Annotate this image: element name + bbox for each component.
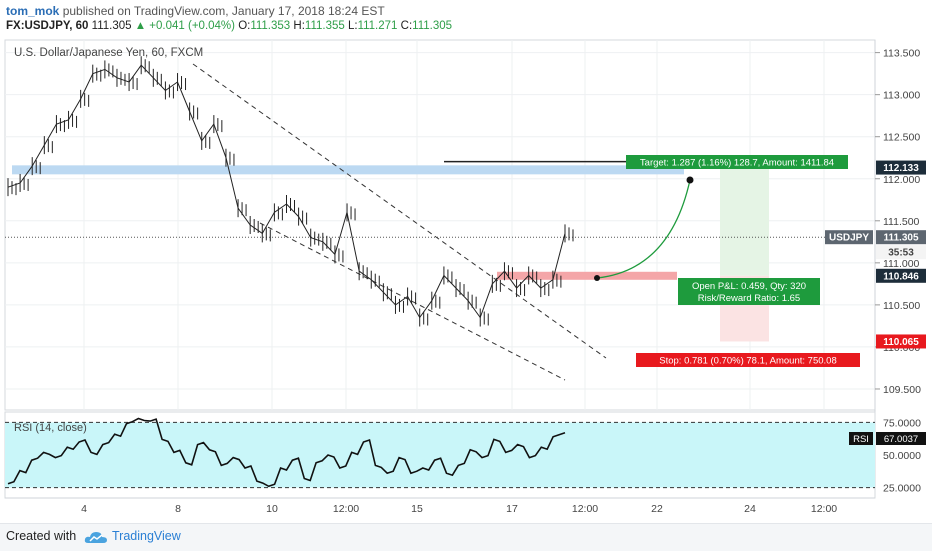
last-price-text: 111.305	[91, 20, 132, 32]
x-tick-label: 12:00	[333, 503, 359, 515]
entry-price-badge-bg	[876, 268, 926, 283]
publish-header: tom_mok published on TradingView.com, Ja…	[6, 4, 385, 18]
price-series	[7, 56, 574, 327]
high-label: H:	[293, 20, 305, 32]
x-tick-label: 12:00	[572, 503, 598, 515]
y-tick-label: 113.000	[883, 90, 920, 102]
rsi-badge-value: 67.0037	[884, 434, 918, 445]
x-tick-label: 17	[506, 503, 518, 515]
target-price-badge: 112.133	[883, 163, 919, 174]
open-pnl-label: Open P&L: 0.459, Qty: 320	[692, 281, 806, 292]
projection-arrow	[596, 179, 691, 279]
countdown-badge: 35:53	[888, 248, 914, 259]
target-label: Target: 1.287 (1.16%) 128.7, Amount: 141…	[640, 158, 834, 169]
last-price-symbol-badge: USDJPY	[829, 233, 869, 244]
stop-label: Stop: 0.781 (0.70%) 78.1, Amount: 750.08	[659, 356, 836, 367]
risk-reward-label: Risk/Reward Ratio: 1.65	[698, 293, 800, 304]
stop-price-badge-bg	[876, 334, 926, 349]
close-label: C:	[400, 20, 413, 32]
close-value: 111.305	[412, 20, 453, 32]
projection-start-point	[594, 275, 600, 281]
x-tick-label: 4	[81, 503, 87, 515]
countdown-badge-bg	[876, 245, 926, 260]
x-tick-label: 10	[266, 503, 278, 515]
high-value: 111.355	[304, 20, 345, 32]
rsi-badge-value-bg	[876, 432, 926, 445]
time-axis: 4 8 10 12:00 15 17 12:00 22 24 12:00	[81, 503, 837, 515]
projection-end-point	[686, 176, 694, 184]
price-badges: USDJPY 111.305 35:53 112.133 110.846 110.065	[825, 160, 926, 349]
price-chart[interactable]: U.S. Dollar/Japanese Yen, 60, FXCM Targe…	[0, 0, 932, 523]
created-with-text: Created with	[6, 529, 77, 543]
last-price-symbol-badge-bg	[825, 230, 873, 245]
y-tick-label: 111.000	[883, 258, 920, 270]
tradingview-cloud-icon	[84, 532, 107, 543]
symbol-label: FX:USDJPY, 60	[6, 20, 89, 32]
author-name[interactable]: tom_mok	[6, 4, 60, 18]
rsi-tick-label: 50.0000	[883, 450, 921, 462]
rsi-badge-label-bg	[849, 432, 873, 445]
stop-price-badge: 110.065	[883, 337, 919, 348]
target-price-badge-bg	[876, 160, 926, 175]
target-label-bg	[626, 155, 848, 169]
x-tick-label: 22	[651, 503, 663, 515]
y-tick-label: 111.500	[883, 216, 920, 228]
stop-label-bg	[636, 353, 860, 367]
resistance-zone	[12, 165, 684, 175]
entry-bar	[497, 271, 677, 280]
x-tick-label: 8	[175, 503, 181, 515]
rsi-axis: 25.0000 50.0000 75.0000	[883, 417, 921, 494]
last-price-badge-bg	[876, 230, 926, 245]
profit-area	[720, 167, 769, 276]
entry-price-badge: 110.846	[883, 271, 919, 282]
last-price-badge: 111.305	[883, 233, 918, 244]
y-tick-label: 109.500	[883, 384, 921, 396]
rsi-title: RSI (14, close)	[14, 422, 87, 434]
low-value: 111.271	[357, 20, 398, 32]
low-label: L:	[347, 20, 358, 32]
published-text: published on TradingView.com, January 17…	[62, 4, 385, 18]
y-tick-label: 112.000	[883, 174, 920, 186]
rsi-tick-label: 25.0000	[883, 483, 921, 495]
rsi-tick-label: 75.0000	[883, 417, 921, 429]
y-tick-label: 112.500	[883, 132, 920, 144]
x-tick-label: 24	[744, 503, 756, 515]
chart-title: U.S. Dollar/Japanese Yen, 60, FXCM	[14, 47, 203, 59]
rsi-band	[5, 422, 875, 488]
x-tick-label: 12:00	[811, 503, 837, 515]
rsi-line	[7, 417, 566, 488]
ohlc-header: FX:USDJPY, 60 111.305 ▲ +0.041 (+0.04%) …	[6, 20, 452, 32]
open-value: 111.353	[250, 20, 291, 32]
x-tick-label: 15	[411, 503, 423, 515]
y-tick-label: 113.500	[883, 48, 920, 60]
channel-upper-line	[192, 63, 607, 359]
open-label-bg	[678, 278, 820, 305]
change-text: ▲ +0.041 (+0.04%)	[134, 20, 235, 32]
footer-bar: Created with TradingView	[0, 523, 932, 551]
rsi-badge-label: RSI	[853, 434, 869, 445]
y-tick-label: 110.500	[883, 300, 920, 312]
open-label: O:	[238, 20, 251, 32]
tradingview-brand[interactable]: TradingView	[112, 529, 181, 543]
channel-lower-line	[259, 222, 566, 381]
